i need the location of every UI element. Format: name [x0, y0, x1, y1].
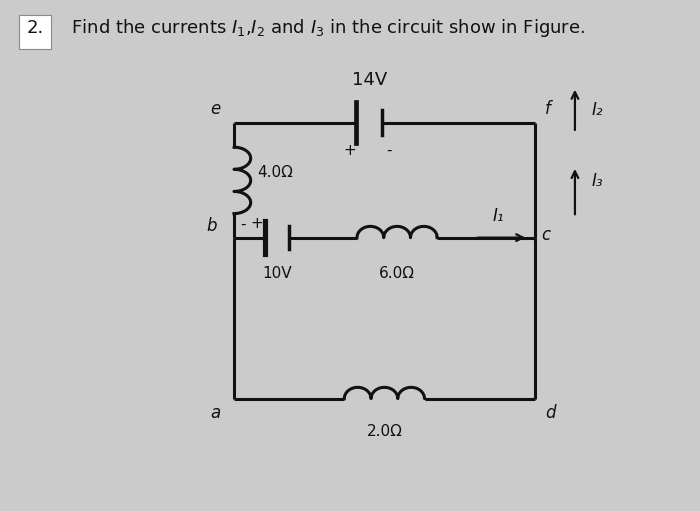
Text: +: +	[343, 143, 356, 158]
Text: I₃: I₃	[592, 172, 603, 191]
Text: Find the currents $I_1$,$I_2$ and $I_3$ in the circuit show in Figure.: Find the currents $I_1$,$I_2$ and $I_3$ …	[60, 17, 585, 39]
Text: -: -	[386, 143, 392, 158]
Text: 14V: 14V	[351, 72, 387, 89]
Text: +: +	[251, 216, 263, 231]
Text: I₁: I₁	[492, 207, 504, 225]
Text: I₂: I₂	[592, 101, 603, 119]
Text: 10V: 10V	[262, 266, 293, 281]
Text: -: -	[241, 216, 246, 231]
Text: d: d	[545, 404, 555, 422]
Text: 4.0Ω: 4.0Ω	[258, 165, 293, 180]
Text: 2.: 2.	[27, 19, 44, 37]
Text: e: e	[211, 100, 220, 118]
Text: 2.0Ω: 2.0Ω	[367, 424, 402, 439]
FancyBboxPatch shape	[20, 15, 52, 49]
Text: b: b	[206, 217, 217, 235]
Text: f: f	[545, 100, 551, 118]
Text: a: a	[211, 404, 220, 422]
Text: 6.0Ω: 6.0Ω	[379, 266, 415, 281]
Text: c: c	[542, 226, 551, 244]
